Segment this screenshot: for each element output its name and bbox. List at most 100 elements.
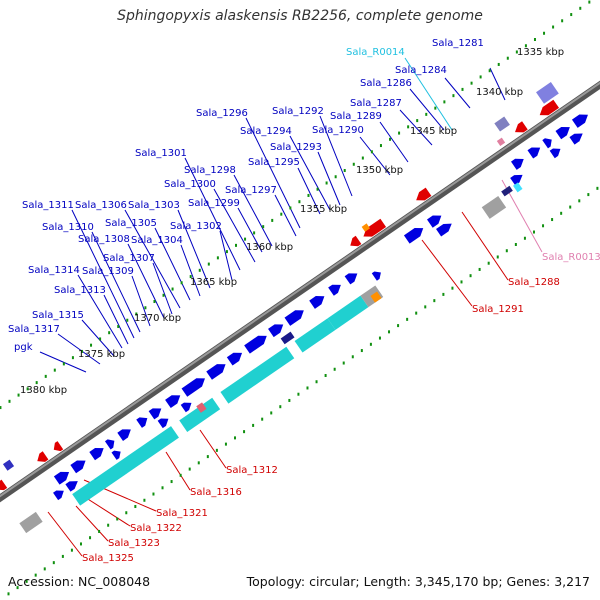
scale-dot xyxy=(496,255,499,259)
scale-dot xyxy=(533,38,536,42)
scale-dot xyxy=(271,218,274,222)
rna-gene-label: Sala_R0013 xyxy=(542,252,600,263)
reverse-gene-label: Sala_1322 xyxy=(130,523,182,534)
forward-gene-label: pgk xyxy=(14,342,33,353)
forward-gene-label: Sala_1309 xyxy=(82,266,134,277)
scale-label: 1340 kbp xyxy=(476,87,523,98)
scale-dot xyxy=(306,386,309,390)
forward-gene-arrow xyxy=(571,114,588,128)
forward-gene-arrow xyxy=(549,148,561,159)
forward-gene-arrow xyxy=(309,296,325,309)
scale-dot xyxy=(343,169,346,173)
leader-line xyxy=(421,239,473,307)
scale-dot xyxy=(135,312,138,316)
forward-gene-label: Sala_1286 xyxy=(360,78,412,89)
scale-dot xyxy=(470,81,473,85)
leader-line xyxy=(461,211,509,281)
scale-dot xyxy=(215,448,218,452)
scale-dot xyxy=(587,193,590,197)
scale-dot xyxy=(389,137,392,141)
scale-dot xyxy=(188,467,191,471)
leader-line xyxy=(81,319,115,357)
scale-dot xyxy=(369,342,372,346)
scale-dot xyxy=(461,87,464,91)
scale-dot xyxy=(25,579,28,583)
scale-dot xyxy=(225,250,228,254)
scale-dot xyxy=(506,56,509,60)
scale-dot xyxy=(180,281,183,285)
cds-band xyxy=(294,318,336,353)
scale-dot xyxy=(397,324,400,328)
scale-dot xyxy=(207,262,210,266)
forward-gene-arrow xyxy=(226,352,243,366)
scale-dot xyxy=(162,293,165,297)
pseudo-gene xyxy=(196,402,207,413)
scale-dot xyxy=(262,225,265,229)
scale-dot xyxy=(351,355,354,359)
scale-dot xyxy=(171,287,174,291)
forward-gene-arrow xyxy=(70,460,86,474)
forward-gene-arrow xyxy=(511,158,524,170)
leader-line xyxy=(399,109,433,146)
leader-line xyxy=(409,88,445,131)
scale-dot xyxy=(206,455,209,459)
scale-dot xyxy=(379,144,382,148)
scale-dot xyxy=(161,486,164,490)
scale-dot xyxy=(452,94,455,98)
scale-dot xyxy=(298,200,301,204)
scale-dot xyxy=(234,243,237,247)
scale-dot xyxy=(416,119,419,123)
scale-dot xyxy=(543,31,546,35)
leader-line xyxy=(77,274,123,349)
scale-dot xyxy=(406,317,409,321)
trna-gene xyxy=(361,223,370,232)
scale-dot xyxy=(280,212,283,216)
scale-dot xyxy=(117,324,120,328)
accession-text: Accession: NC_008048 xyxy=(8,574,151,589)
forward-gene-arrow xyxy=(510,174,523,186)
scale-dot xyxy=(197,461,200,465)
forward-gene-label: Sala_1294 xyxy=(240,126,292,137)
scale-dot xyxy=(532,230,535,234)
scale-dot xyxy=(289,206,292,210)
forward-gene-arrow xyxy=(104,439,115,450)
scale-dot xyxy=(126,318,129,322)
scale-dot xyxy=(252,423,255,427)
scale-dot xyxy=(443,100,446,104)
forward-gene-arrow xyxy=(371,271,381,281)
forward-gene-arrow xyxy=(555,127,570,140)
scale-dot xyxy=(560,211,563,215)
scale-dot xyxy=(261,417,264,421)
scale-dot xyxy=(144,306,147,310)
scale-dot xyxy=(478,267,481,271)
forward-gene-label: Sala_1293 xyxy=(270,142,322,153)
scale-dot xyxy=(90,343,93,347)
reverse-gene-label: Sala_1316 xyxy=(190,487,242,498)
scale-dot xyxy=(505,249,508,253)
scale-dot xyxy=(153,300,156,304)
scale-dot xyxy=(497,62,500,66)
reverse-gene-arrow xyxy=(539,99,560,116)
forward-gene-label: Sala_1303 xyxy=(128,200,180,211)
scale-dot xyxy=(71,356,74,360)
forward-gene-label: Sala_1315 xyxy=(32,310,84,321)
forward-gene-label: Sala_1308 xyxy=(78,234,130,245)
scale-dot xyxy=(297,392,300,396)
scale-dot xyxy=(143,498,146,502)
leader-line xyxy=(57,333,101,365)
scale-dot xyxy=(442,292,445,296)
scale-dot xyxy=(43,567,46,571)
scale-dot xyxy=(44,374,47,378)
scale-dot xyxy=(588,0,591,4)
scale-label: 1355 kbp xyxy=(300,204,347,215)
scale-dot xyxy=(80,349,83,353)
forward-gene-arrow xyxy=(111,450,121,460)
scale-dot xyxy=(62,362,65,366)
forward-gene-label: Sala_1281 xyxy=(432,38,484,49)
forward-gene-arrow xyxy=(53,471,70,485)
scale-dot xyxy=(333,367,336,371)
leader-line xyxy=(47,511,83,557)
forward-gene-label: Sala_1306 xyxy=(75,200,127,211)
forward-gene-arrow xyxy=(284,310,304,326)
forward-gene-arrow xyxy=(157,418,169,429)
